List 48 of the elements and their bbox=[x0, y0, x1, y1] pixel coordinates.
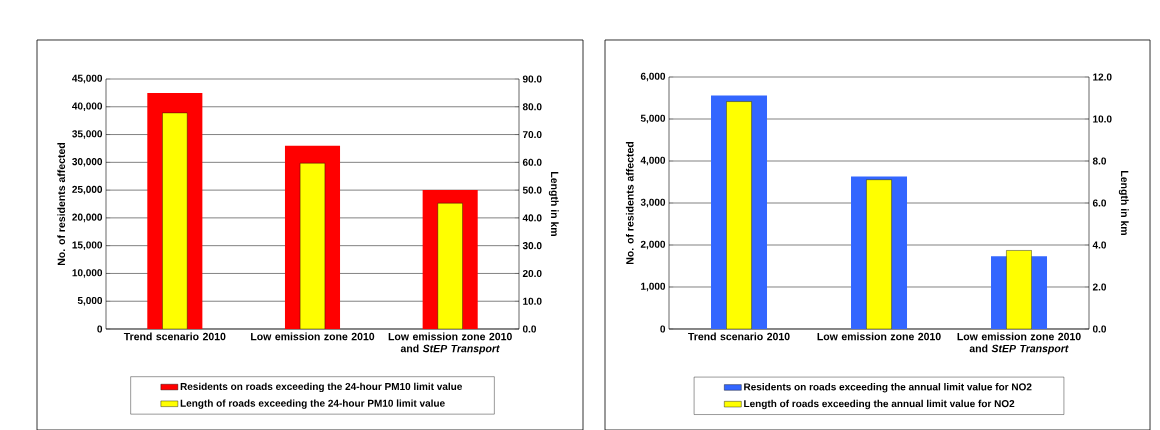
y-tick-label: 10,000 bbox=[72, 269, 103, 278]
legend-label: Length of roads exceeding the 24-hour PM10 limit value bbox=[180, 399, 445, 409]
y2-tick-label: 8.0 bbox=[1092, 157, 1107, 165]
y-tick-label: 25,000 bbox=[72, 185, 103, 195]
y-tick-label: 0 bbox=[660, 325, 666, 333]
y-tick-label: 35,000 bbox=[72, 130, 103, 139]
x-tick-label: Low emission zone 2010 and StEP Transport bbox=[388, 332, 512, 355]
y-axis-title: No. of residents affected bbox=[625, 141, 634, 265]
y2-tick-label: 4.0 bbox=[1092, 241, 1107, 249]
y-tick-label: 20,000 bbox=[72, 213, 103, 223]
y2-tick-label: 80.0 bbox=[522, 103, 542, 111]
y-axis-title: No. of residents affected bbox=[57, 142, 66, 266]
y2-tick-label: 0.0 bbox=[522, 325, 537, 333]
legend-label: Length of roads exceeding the annual limit value for NO2 bbox=[744, 399, 1015, 410]
y-tick-label: 6,000 bbox=[640, 72, 666, 82]
y2-tick-label: 30.0 bbox=[522, 242, 542, 250]
y2-tick-label: 6.0 bbox=[1092, 199, 1107, 207]
x-tick-label: Low emission zone 2010 and StEP Transport bbox=[957, 332, 1081, 355]
y2-tick-label: 12.0 bbox=[1093, 73, 1112, 81]
y2-tick-label: 60.0 bbox=[522, 158, 542, 166]
y2-tick-label: 2.0 bbox=[1092, 283, 1107, 291]
y2-tick-label: 10.0 bbox=[1093, 115, 1112, 123]
y-tick-label: 3,000 bbox=[640, 198, 666, 208]
x-tick-label: Trend scenario 2010 bbox=[123, 332, 226, 341]
x-tick-label: Trend scenario 2010 bbox=[688, 332, 790, 341]
y2-tick-label: 70.0 bbox=[522, 131, 542, 139]
y-tick-label: 0 bbox=[97, 325, 103, 333]
y-tick-label: 5,000 bbox=[77, 296, 103, 306]
y-tick-label: 4,000 bbox=[640, 156, 666, 166]
legend-label: Residents on roads exceeding the 24-hour PM10 limit value bbox=[180, 382, 462, 393]
y-tick-label: 1,000 bbox=[641, 282, 666, 292]
y2-tick-label: 50.0 bbox=[522, 186, 542, 194]
y2-tick-label: 0.0 bbox=[1092, 325, 1107, 333]
y2-tick-label: 10.0 bbox=[523, 297, 542, 305]
x-tick-label: Low emission zone 2010 bbox=[817, 332, 941, 341]
y2-tick-label: 40.0 bbox=[522, 214, 542, 222]
y-tick-label: 2,000 bbox=[640, 240, 666, 250]
y-tick-label: 15,000 bbox=[72, 241, 103, 250]
y2-axis-title: Length in km bbox=[1118, 171, 1129, 236]
y2-tick-label: 90.0 bbox=[522, 75, 542, 83]
y-tick-label: 45,000 bbox=[72, 74, 103, 84]
x-tick-label: Low emission zone 2010 bbox=[251, 332, 375, 341]
legend-label: Residents on roads exceeding the annual limit value for NO2 bbox=[744, 383, 1032, 393]
y-tick-label: 40,000 bbox=[72, 102, 103, 112]
y-tick-label: 5,000 bbox=[640, 114, 666, 124]
y2-tick-label: 20.0 bbox=[522, 269, 542, 277]
y-tick-label: 30,000 bbox=[72, 158, 103, 167]
y2-axis-title: Length in km bbox=[548, 172, 559, 237]
